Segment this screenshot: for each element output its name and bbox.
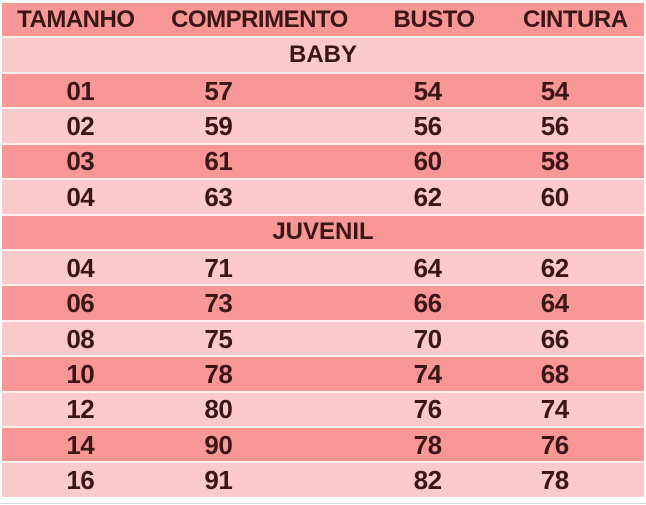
cell-cintura: 78 [540,465,569,496]
section-header-juvenil: JUVENIL [2,215,644,249]
cell-comprimento: 73 [204,288,233,319]
cell-size: 16 [66,465,95,496]
cell-size: 08 [66,323,95,354]
cell-size: 06 [66,288,95,319]
table-row-baby-04: 04 63 62 60 [2,180,644,214]
cell-busto: 64 [413,252,442,283]
cell-busto: 62 [413,181,442,212]
cell-cintura: 58 [540,146,569,177]
table-row-juvenil-14: 14 90 78 76 [2,428,644,462]
cell-busto: 60 [413,146,442,177]
cell-comprimento: 75 [204,323,233,354]
table-header-row: TAMANHO COMPRIMENTO BUSTO CINTURA [2,3,644,37]
cell-busto: 54 [413,75,442,106]
cell-comprimento: 90 [204,429,233,460]
cell-busto: 76 [413,394,442,425]
cell-comprimento: 59 [204,110,233,141]
table-row-baby-03: 03 61 60 58 [2,144,644,179]
column-header-cintura: CINTURA [523,5,628,33]
cell-size: 14 [66,429,95,460]
cell-busto: 66 [413,288,442,319]
column-header-comprimento: COMPRIMENTO [171,5,348,33]
cell-size: 04 [66,181,95,212]
table-row-juvenil-10: 10 78 74 68 [2,357,644,391]
cell-cintura: 76 [540,429,569,460]
cell-busto: 82 [413,465,442,496]
cell-size: 02 [66,110,95,141]
cell-comprimento: 57 [204,75,233,106]
table-row-baby-02: 02 59 56 56 [2,109,644,143]
cell-size: 03 [66,146,95,177]
size-chart-table: TAMANHO COMPRIMENTO BUSTO CINTURA BABY 0… [2,3,644,497]
cell-cintura: 64 [540,288,569,319]
cell-comprimento: 91 [204,465,233,496]
cell-busto: 74 [413,358,442,389]
cell-comprimento: 61 [204,146,233,177]
cell-cintura: 60 [540,181,569,212]
cell-size: 12 [66,394,95,425]
section-header-baby: BABY [2,38,644,72]
cell-cintura: 68 [540,358,569,389]
bottom-divider [0,503,646,504]
cell-busto: 70 [413,323,442,354]
cell-cintura: 56 [540,110,569,141]
table-row-juvenil-08: 08 75 70 66 [2,321,644,356]
table-row-juvenil-04: 04 71 64 62 [2,250,644,285]
column-header-tamanho: TAMANHO [17,5,135,33]
table-row-juvenil-16: 16 91 82 78 [2,463,644,497]
cell-cintura: 66 [540,323,569,354]
cell-size: 01 [66,75,95,106]
section-label: BABY [288,41,358,69]
cell-comprimento: 80 [204,394,233,425]
table-row-baby-01: 01 57 54 54 [2,73,644,108]
table-row-juvenil-12: 12 80 76 74 [2,392,644,427]
cell-busto: 56 [413,110,442,141]
cell-comprimento: 63 [204,181,233,212]
cell-busto: 78 [413,429,442,460]
cell-size: 10 [66,358,95,389]
column-header-busto: BUSTO [393,5,476,33]
cell-comprimento: 78 [204,358,233,389]
cell-cintura: 54 [540,75,569,106]
table-row-juvenil-06: 06 73 66 64 [2,286,644,320]
cell-cintura: 62 [540,252,569,283]
section-label: JUVENIL [272,218,374,246]
cell-cintura: 74 [540,394,569,425]
cell-comprimento: 71 [204,252,233,283]
cell-size: 04 [66,252,95,283]
